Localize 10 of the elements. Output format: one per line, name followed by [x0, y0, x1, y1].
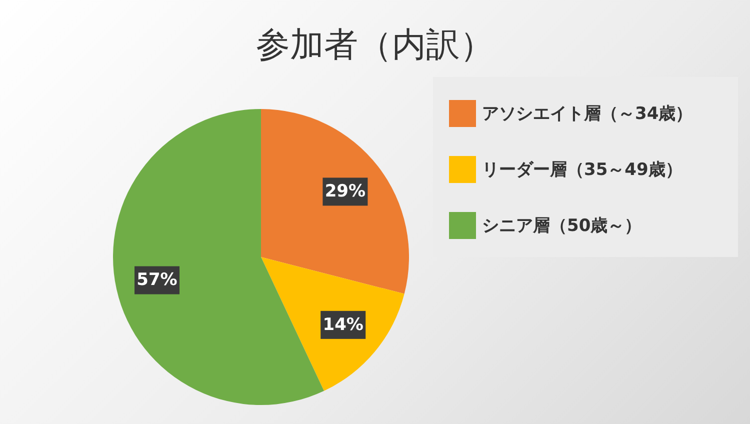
legend-label: シニア層（50歳～） — [482, 214, 642, 236]
data-label: 57% — [136, 270, 178, 290]
data-label: 14% — [322, 314, 364, 335]
legend-label: リーダー層（35～49歳） — [482, 158, 682, 180]
pie-slice — [113, 109, 324, 405]
chart-title: 参加者（内訳） — [255, 24, 495, 67]
pie-slice — [261, 257, 404, 391]
pie-slice — [261, 109, 409, 294]
data-label: 29% — [324, 182, 366, 202]
legend-label: アソシエイト層（～34歳） — [482, 102, 693, 124]
